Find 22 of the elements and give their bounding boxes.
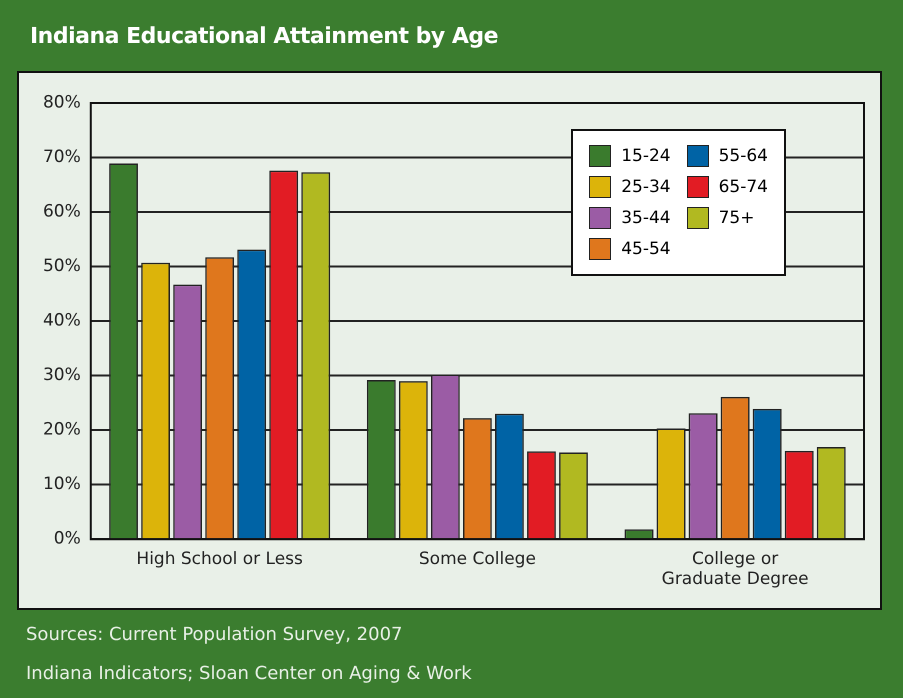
x-tick-label: High School or Less [136,548,304,569]
legend-label: 25-34 [621,177,671,197]
legend-label: 65-74 [718,177,768,197]
x-tick-label: College or Graduate Degree [662,548,809,590]
y-tick-label: 0% [54,528,81,549]
y-tick-label: 50% [42,256,81,276]
y-tick-label: 30% [42,365,81,386]
chart-title: Indiana Educational Attainment by Age [30,24,498,49]
x-tick-label: Some College [418,548,536,569]
y-tick-label: 60% [42,201,81,222]
y-tick-label: 10% [42,474,81,494]
y-tick-label: 80% [42,92,81,112]
legend-label: 15-24 [621,146,671,166]
y-tick-label: 70% [42,146,81,167]
source-note: Sources: Current Population Survey, 2007 [26,624,402,645]
legend-label: 35-44 [621,208,671,228]
legend-label: 55-64 [718,146,768,166]
legend-label: 45-54 [621,239,671,259]
legend-label: 75+ [718,208,754,228]
y-tick-label: 20% [42,420,81,440]
text: Indiana Indicators; Sloan Center on Aging & Work [26,663,472,684]
y-tick-label: 40% [42,310,81,331]
